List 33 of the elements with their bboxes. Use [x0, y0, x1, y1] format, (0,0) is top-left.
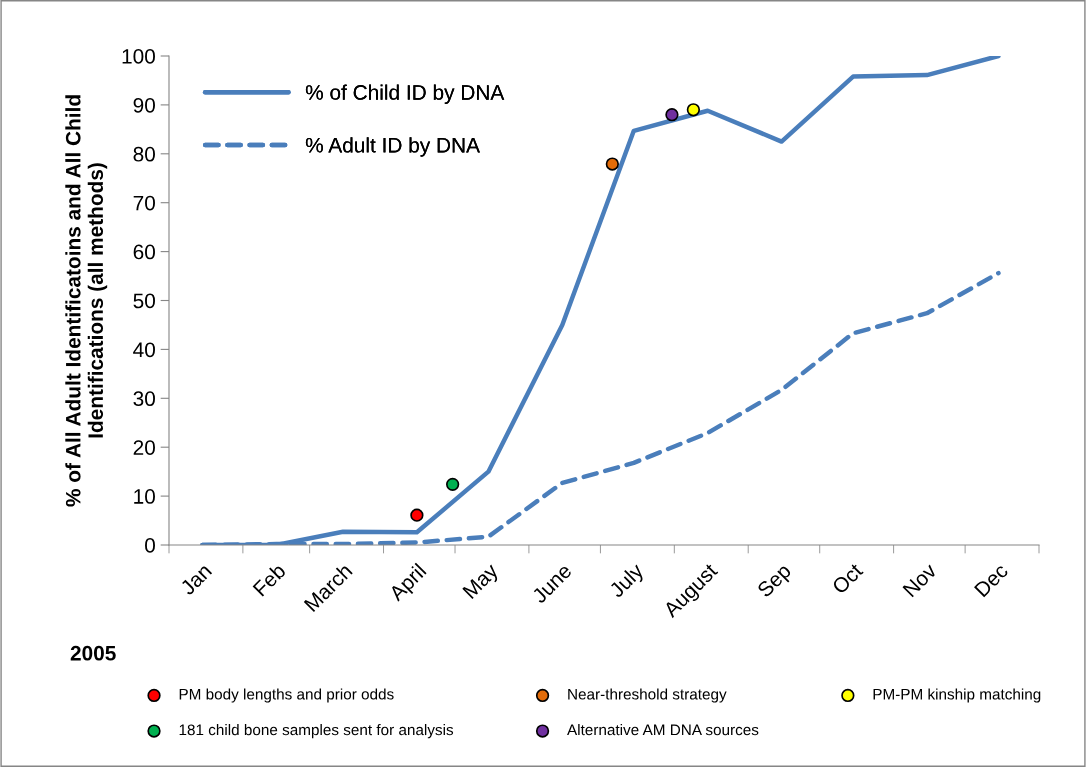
- text: 2005: [70, 645, 116, 661]
- y-tick-label: 70: [133, 195, 155, 211]
- legend-label: PM body lengths and prior odds: [179, 688, 394, 703]
- legend-label: % Adult ID by DNA: [305, 137, 480, 157]
- legend-label: 181 child bone samples sent for analysis: [179, 724, 454, 739]
- y-tick-label: 40: [133, 342, 155, 358]
- x-tick-label: July: [607, 561, 648, 602]
- y-tick-label: 30: [133, 391, 155, 407]
- x-tick-label: Feb: [252, 562, 287, 597]
- x-tick-label: Oct: [831, 562, 864, 595]
- y-tick-label: 0: [145, 538, 155, 553]
- x-tick-label: Nov: [902, 562, 938, 598]
- legend-label: % of Child ID by DNA: [305, 84, 505, 104]
- y-tick-label: 20: [133, 440, 155, 455]
- point: [686, 103, 701, 117]
- x-tick-label: Sep: [756, 562, 795, 601]
- legend-label: PM-PM kinship matching: [873, 688, 1041, 703]
- x-tick-label: Dec: [974, 562, 1009, 598]
- y-tick-label: 80: [133, 146, 155, 162]
- y-tick-label: 10: [134, 489, 155, 504]
- point: [665, 108, 679, 122]
- y-tick-label: 90: [133, 97, 155, 113]
- y-axis-title: % of All Adult Identificatoins and All Child Identifications (all methods): [65, 95, 108, 507]
- y-tick-label: 60: [133, 244, 155, 260]
- y-tick-label: 100: [122, 49, 155, 64]
- point: [445, 477, 460, 492]
- legend-label: Near-threshold strategy: [568, 688, 727, 703]
- y-tick-label: 50: [133, 293, 155, 309]
- legend-label: Alternative AM DNA sources: [567, 724, 759, 736]
- x-tick-label: Jan: [179, 563, 213, 597]
- point: [410, 508, 424, 522]
- x-tick-label: May: [462, 562, 503, 603]
- point: [605, 157, 619, 171]
